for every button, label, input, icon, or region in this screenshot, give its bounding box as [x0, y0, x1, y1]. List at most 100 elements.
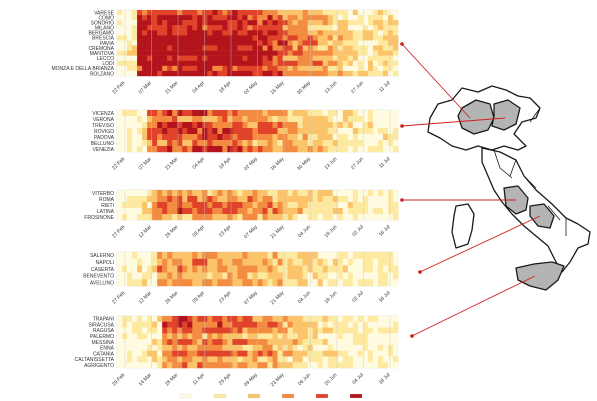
heatmap-cell: [137, 214, 143, 221]
heatmap-cell: [137, 190, 143, 197]
heatmap-cell: [222, 258, 228, 266]
heatmap-cell: [202, 134, 208, 141]
heatmap-cell: [202, 279, 208, 287]
heatmap-cell: [277, 50, 283, 56]
heatmap-cell: [127, 339, 133, 346]
heatmap-cell: [242, 196, 248, 203]
x-tick-label: 16 Jul: [378, 224, 392, 238]
heatmap-cell: [137, 10, 143, 16]
heatmap-cell: [292, 362, 298, 369]
heatmap-cell: [252, 35, 258, 41]
heatmap-cell: [217, 146, 223, 153]
heatmap-cell: [232, 327, 238, 334]
heatmap-cell: [282, 122, 288, 129]
heatmap-cell: [207, 344, 213, 351]
heatmap-cell: [327, 10, 334, 16]
heatmap-cell: [122, 214, 128, 221]
heatmap-cell: [382, 35, 389, 41]
heatmap-cell: [322, 362, 329, 369]
heatmap-cell: [337, 55, 344, 61]
heatmap-cell: [222, 146, 228, 153]
heatmap-cell: [132, 60, 138, 67]
heatmap-cell: [282, 272, 288, 280]
heatmap-cell: [152, 20, 158, 26]
heatmap-cell: [207, 140, 213, 147]
heatmap-cell: [252, 30, 258, 36]
heatmap-cell: [192, 252, 198, 259]
heatmap-cell: [292, 134, 298, 141]
heatmap-cell: [262, 202, 268, 209]
callout-arrow: [400, 117, 506, 128]
heatmap-cell: [187, 202, 193, 209]
heatmap-cell: [357, 214, 364, 221]
heatmap-cell: [297, 214, 303, 221]
heatmap-cell: [372, 45, 379, 51]
heatmap-cell: [182, 30, 188, 36]
heatmap-cell: [347, 122, 354, 129]
x-tick-label: 04 Jun: [297, 224, 312, 239]
heatmap-cell: [242, 20, 248, 26]
heatmap-cell: [242, 190, 248, 197]
heatmap-cell: [272, 279, 278, 287]
heatmap-cell: [317, 146, 324, 153]
heatmap-cell: [342, 252, 349, 259]
heatmap-cell: [227, 321, 233, 328]
map-region-sicilia: [515, 261, 565, 291]
heatmap-cell: [187, 350, 193, 357]
heatmap-cell: [147, 30, 153, 36]
heatmap-cell: [127, 10, 133, 16]
heatmap-cell: [257, 356, 263, 363]
heatmap-cell: [162, 252, 168, 259]
x-tick-label: 23 May: [270, 372, 286, 388]
heatmap-cell: [237, 362, 243, 369]
heatmap-cell: [387, 350, 394, 357]
heatmap-cell: [317, 339, 324, 346]
heatmap-cell: [132, 110, 138, 117]
heatmap-cell: [217, 362, 223, 369]
heatmap-cell: [272, 116, 278, 123]
heatmap-cell: [392, 327, 399, 334]
heatmap-cell: [187, 344, 193, 351]
heatmap-cell: [217, 327, 223, 334]
heatmap-cell: [272, 122, 278, 129]
province-label: SONDRIO: [91, 20, 114, 26]
heatmap-cell: [122, 45, 128, 51]
heatmap-cell: [127, 316, 133, 322]
heatmap-cell: [317, 20, 324, 26]
heatmap-cell: [172, 70, 178, 77]
heatmap-cell: [342, 128, 349, 135]
heatmap-cell: [212, 134, 218, 141]
heatmap-cell: [317, 279, 324, 287]
heatmap-cell: [247, 258, 253, 266]
heatmap-cell: [257, 344, 263, 351]
heatmap-cell: [187, 316, 193, 322]
heatmap-cell: [332, 40, 339, 46]
heatmap-cell: [322, 65, 329, 72]
heatmap-cell: [237, 344, 243, 351]
heatmap-cell: [367, 279, 374, 287]
heatmap-cell: [332, 65, 339, 72]
heatmap-cell: [342, 55, 349, 61]
heatmap-cell: [372, 339, 379, 346]
heatmap-cell: [222, 45, 228, 51]
heatmap-cell: [172, 356, 178, 363]
heatmap-cell: [312, 128, 319, 135]
heatmap-cell: [172, 134, 178, 141]
heatmap-cell: [297, 208, 303, 215]
heatmap-cell: [232, 272, 238, 280]
heatmap-cell: [287, 258, 293, 266]
heatmap-cell: [297, 134, 303, 141]
heatmap-cell: [327, 356, 334, 363]
heatmap-cell: [347, 327, 354, 334]
heatmap-cell: [277, 128, 283, 135]
heatmap-cell: [132, 327, 138, 334]
heatmap-cell: [232, 65, 238, 72]
heatmap-cell: [342, 35, 349, 41]
heatmap-cell: [132, 146, 138, 153]
heatmap-cell: [367, 252, 374, 259]
heatmap-cell: [297, 140, 303, 147]
heatmap-cell: [127, 279, 133, 287]
heatmap-cell: [192, 60, 198, 67]
heatmap-cell: [342, 20, 349, 26]
heatmap-cell: [167, 190, 173, 197]
